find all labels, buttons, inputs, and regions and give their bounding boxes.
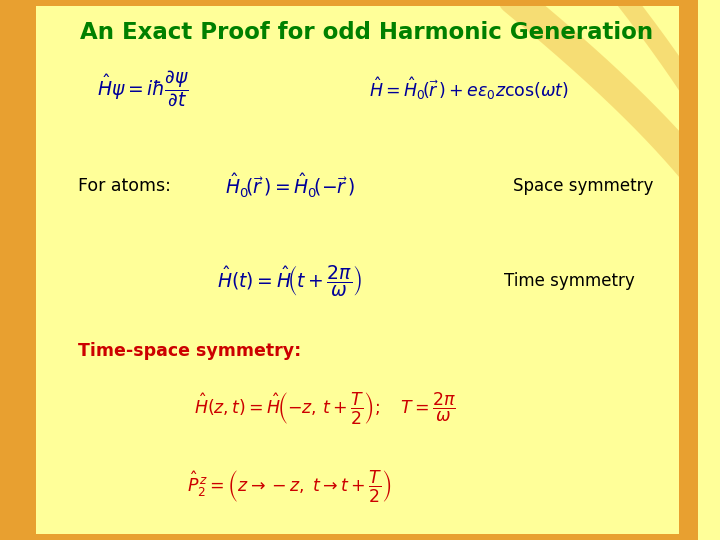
Text: An exact proof:: An exact proof: bbox=[12, 219, 24, 321]
Bar bbox=[0, 534, 698, 540]
Text: $\hat{H} = \hat{H}_0\!\left(\vec{r}\,\right) + e\varepsilon_0 z\cos(\omega t)$: $\hat{H} = \hat{H}_0\!\left(\vec{r}\,\ri… bbox=[369, 76, 570, 103]
Text: An Exact Proof for odd Harmonic Generation: An Exact Proof for odd Harmonic Generati… bbox=[80, 21, 653, 44]
Text: $\hat{H}_0\!\left(\vec{r}\,\right) = \hat{H}_0\!\left(-\vec{r}\,\right)$: $\hat{H}_0\!\left(\vec{r}\,\right) = \ha… bbox=[225, 172, 355, 200]
Text: Space symmetry: Space symmetry bbox=[513, 177, 654, 195]
Bar bbox=[679, 0, 698, 540]
Text: $\hat{H}(z,t) = \hat{H}\!\left(-z,\,t+\dfrac{T}{2}\right);\quad T = \dfrac{2\pi}: $\hat{H}(z,t) = \hat{H}\!\left(-z,\,t+\d… bbox=[194, 390, 456, 426]
Text: Time symmetry: Time symmetry bbox=[504, 272, 634, 290]
Text: $\hat{P}_2^{\,z} = \left(z \to -z,\; t \to t + \dfrac{T}{2}\right)$: $\hat{P}_2^{\,z} = \left(z \to -z,\; t \… bbox=[187, 468, 392, 504]
Text: For atoms:: For atoms: bbox=[78, 177, 171, 195]
Bar bbox=[0, 0, 698, 6]
Text: $\hat{H}(t) = \hat{H}\!\left(t + \dfrac{2\pi}{\omega}\right)$: $\hat{H}(t) = \hat{H}\!\left(t + \dfrac{… bbox=[217, 264, 362, 298]
Text: $\hat{H}\psi = i\hbar\dfrac{\partial\psi}{\partial t}$: $\hat{H}\psi = i\hbar\dfrac{\partial\psi… bbox=[97, 69, 189, 109]
Bar bbox=[0, 0, 36, 540]
Text: Time-space symmetry:: Time-space symmetry: bbox=[78, 342, 302, 360]
